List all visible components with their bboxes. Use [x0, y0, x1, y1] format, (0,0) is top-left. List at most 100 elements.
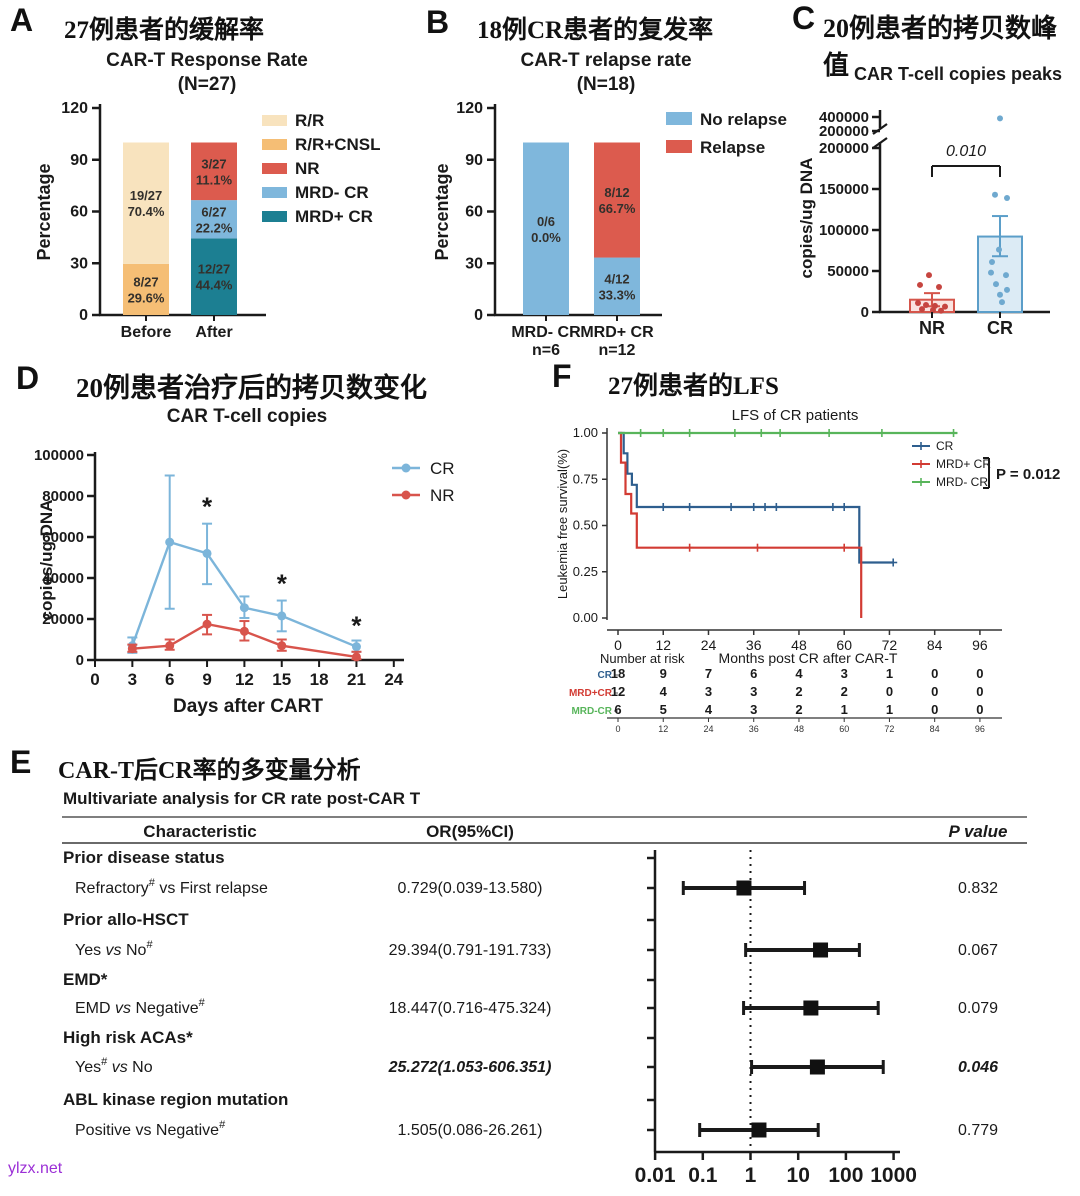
chart-forest-plot: Multivariate analysis for CR rate post-C…	[0, 740, 1080, 1196]
risk-value: 6	[614, 702, 621, 717]
chart-shape: 4/12	[604, 271, 629, 286]
chart-shape: #	[101, 1056, 108, 1068]
y-axis-label: Leukemia free survival(%)	[555, 449, 570, 599]
chart-shape: vs First relapse	[155, 880, 268, 897]
y-tick-label: 50000	[827, 263, 869, 280]
risk-axis-label: 0	[615, 724, 620, 734]
chart-shape: 22.2%	[196, 220, 233, 235]
legend-swatch	[262, 163, 287, 174]
panel-d-cn-title: 20例患者治疗后的拷贝数变化	[76, 373, 427, 403]
chart-shape: 6/27	[201, 204, 226, 219]
scatter-dot	[999, 299, 1005, 306]
x-tick-label: 24	[384, 670, 403, 689]
chart-shape: vs	[112, 1059, 128, 1076]
chart-shape: #	[146, 939, 153, 951]
legend-swatch	[262, 187, 287, 198]
legend-swatch	[666, 112, 692, 125]
risk-axis-label: 84	[930, 724, 940, 734]
row-label: Positive vs Negative#	[75, 1119, 226, 1139]
chart-shape: 70.4%	[128, 204, 165, 219]
p-value: 0.079	[958, 1000, 998, 1017]
y-tick-label: 80000	[42, 488, 84, 505]
significance-star: *	[351, 610, 362, 640]
chart-shape: 8/12	[604, 185, 629, 200]
chart-lfs-km: LFS of CR patients 0.00 0.25 0.50 0.75 1.00 0 1…	[540, 360, 1080, 736]
significance-star: *	[202, 491, 213, 521]
chart-canvas: CAR T-cell copies peaks 0 50000 100000 15000…	[797, 64, 1062, 338]
chart-canvas: CAR T-cell copies 0 20000 40000 60000 80000 10…	[34, 406, 455, 717]
legend-label: NR	[430, 486, 455, 505]
scatter-dot	[936, 283, 942, 290]
group-header: High risk ACAs*	[63, 1028, 193, 1047]
y-tick-label: 40000	[42, 570, 84, 587]
legend-label: MRD+ CR	[295, 207, 373, 226]
y-tick-label: 0.50	[573, 518, 598, 533]
risk-value: 3	[750, 684, 757, 699]
series-marker	[202, 548, 212, 558]
series-marker	[277, 611, 287, 621]
forest-x-tick-label: 10	[787, 1164, 810, 1187]
chart-shape: MRD+ CR	[580, 324, 654, 341]
y-axis-label: Percentage	[432, 163, 452, 260]
risk-row-label: MRD-CR	[571, 706, 612, 717]
legend-marker	[401, 490, 411, 500]
or-marker	[751, 1122, 767, 1138]
risk-axis-label: 24	[703, 724, 713, 734]
forest-x-tick-label: 1000	[870, 1164, 917, 1187]
risk-axis-label: 96	[975, 724, 985, 734]
y-tick-label: 0	[79, 307, 88, 324]
x-tick-label: 60	[836, 637, 852, 653]
y-tick-label: 120	[456, 100, 483, 117]
risk-value: 5	[660, 702, 667, 717]
km-curve	[618, 431, 894, 564]
category-label: Before	[121, 324, 172, 341]
chart-canvas: Multivariate analysis for CR rate post-C…	[62, 789, 1027, 1187]
x-tick-label: 21	[347, 670, 366, 689]
p-value: 0.067	[958, 942, 998, 959]
watermark: ylzx.net	[8, 1160, 63, 1177]
scatter-dot	[992, 191, 998, 198]
or-marker	[803, 1000, 819, 1016]
risk-value: 0	[931, 684, 938, 699]
chart-shape: Positive vs Negative	[75, 1122, 219, 1139]
bar-segment	[523, 142, 569, 315]
bar-segment	[123, 142, 169, 264]
axis-break	[872, 123, 888, 135]
panel-c-label: C	[792, 0, 816, 36]
x-tick-label: 48	[791, 637, 807, 653]
risk-value: 1	[886, 666, 893, 681]
y-axis-label: Percentage	[34, 163, 54, 260]
km-curve	[618, 431, 863, 618]
chart-shape: 0.0%	[531, 230, 561, 245]
legend-label: CR	[430, 459, 455, 478]
segment-label: 0/6 0.0%	[531, 214, 561, 245]
chart-shape: Yes	[75, 942, 106, 959]
category-label: MRD+ CR n=12	[580, 324, 654, 356]
y-tick-label: 20000	[42, 611, 84, 628]
scatter-dot	[988, 269, 994, 276]
category-label: NR	[919, 318, 945, 338]
x-tick-label: 84	[927, 637, 943, 653]
chart-shape: vs	[115, 1000, 131, 1017]
category-label: CR	[987, 318, 1013, 338]
risk-value: 3	[841, 666, 848, 681]
legend-label: MRD- CR	[936, 475, 988, 489]
panel-c-cn-title: 20例患者的拷贝数峰值	[823, 14, 1058, 80]
y-tick-label: 400000	[819, 109, 869, 126]
chart-copies-kinetics: CAR T-cell copies 0 20000 40000 60000 80000 10…	[0, 360, 540, 736]
segment-label: 19/27 70.4%	[128, 188, 165, 219]
segment-label: 4/12 33.3%	[599, 271, 636, 302]
y-tick-label: 90	[70, 152, 88, 169]
y-axis-label: copies/ug DNA	[37, 500, 56, 621]
legend-swatch	[262, 211, 287, 222]
forest-x-tick-label: 0.1	[688, 1164, 718, 1187]
series-marker	[239, 626, 249, 636]
p-value: 0.832	[958, 880, 998, 897]
p-value: 0.779	[958, 1122, 998, 1139]
scatter-dot	[1004, 195, 1010, 202]
segment-label: 8/27 29.6%	[128, 274, 165, 305]
risk-table-title: Number at risk	[600, 651, 685, 666]
chart-shape: n=12	[599, 342, 636, 356]
risk-axis-label: 72	[884, 724, 894, 734]
scatter-dot	[942, 303, 948, 310]
